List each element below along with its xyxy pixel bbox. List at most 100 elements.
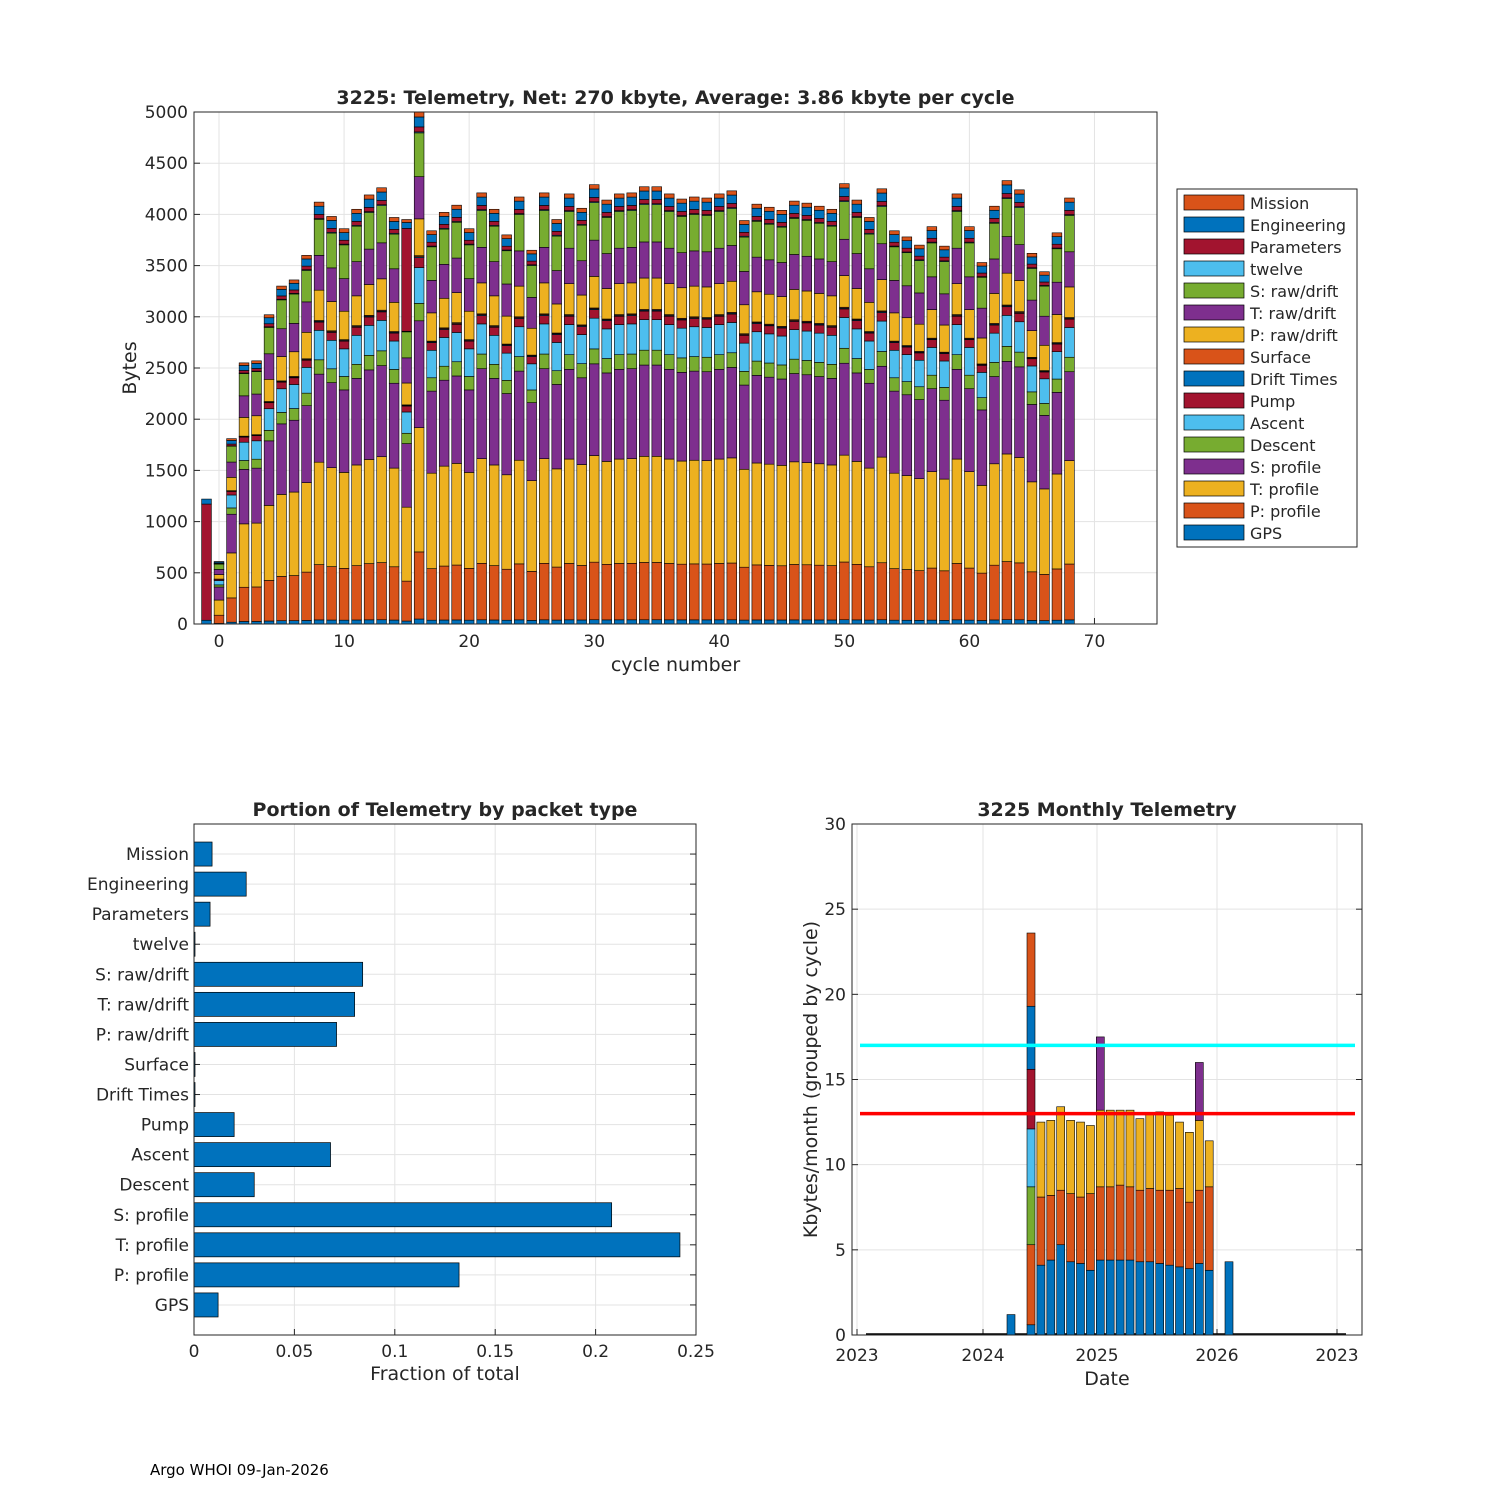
- monthly-bar-segment: [1067, 1194, 1075, 1262]
- bar-segment: [802, 620, 812, 624]
- bar-segment: [564, 211, 574, 248]
- legend-swatch: [1184, 283, 1244, 298]
- bar-segment: [1002, 237, 1012, 274]
- bar-segment: [864, 383, 874, 468]
- bar-segment: [589, 562, 599, 620]
- bar-segment: [914, 400, 924, 479]
- bar-segment: [452, 376, 462, 463]
- portion-bar: [194, 1113, 234, 1137]
- bar-segment: [777, 379, 787, 465]
- bar-segment: [589, 189, 599, 198]
- bar-segment: [702, 202, 712, 210]
- bar-segment: [539, 354, 549, 369]
- bar-segment: [389, 341, 399, 369]
- bar-segment: [1040, 282, 1050, 285]
- bar-segment: [940, 325, 950, 352]
- y-tick-label: 0: [835, 1326, 846, 1346]
- portion-bar: [194, 992, 355, 1016]
- bar-segment: [1052, 569, 1062, 620]
- bar-segment: [877, 280, 887, 311]
- bar-segment: [914, 479, 924, 571]
- portion-bar: [194, 1233, 680, 1257]
- y-tick-label: 500: [156, 564, 188, 584]
- bar-segment: [352, 296, 362, 326]
- bar-segment: [914, 324, 924, 351]
- bar-segment: [902, 248, 912, 252]
- monthly-bar-segment: [1077, 1197, 1085, 1263]
- portion-bar: [194, 962, 363, 986]
- bar-segment: [489, 566, 499, 620]
- bar-segment: [714, 355, 724, 370]
- bar-segment: [664, 194, 674, 198]
- x-tick-label: 30: [583, 632, 605, 652]
- bar-segment: [302, 393, 312, 406]
- bar-segment: [327, 268, 337, 302]
- bar-segment: [477, 193, 487, 197]
- bar-segment: [664, 355, 674, 370]
- bar-segment: [327, 220, 337, 228]
- bar-segment: [1040, 574, 1050, 620]
- x-axis-label: cycle number: [611, 654, 740, 676]
- x-tick-label: 2023: [835, 1346, 878, 1366]
- bar-segment: [314, 202, 324, 206]
- bar-segment: [364, 249, 374, 284]
- x-tick-label: 2026: [1195, 1346, 1238, 1366]
- bar-segment: [639, 320, 649, 351]
- bar-segment: [889, 343, 899, 351]
- bar-segment: [677, 564, 687, 620]
- bar-segment: [727, 246, 737, 282]
- bar-segment: [877, 193, 887, 201]
- bar-segment: [577, 220, 587, 224]
- legend-swatch: [1184, 239, 1244, 254]
- bar-segment: [277, 424, 287, 495]
- bar-segment: [364, 355, 374, 370]
- bar-segment: [777, 227, 787, 262]
- bar-segment: [677, 203, 687, 211]
- bar-segment: [739, 221, 749, 225]
- bar-segment: [264, 315, 274, 318]
- bar-segment: [327, 216, 337, 220]
- y-tick-label: 3000: [145, 308, 188, 328]
- bar-segment: [777, 365, 787, 379]
- bar-segment: [752, 257, 762, 292]
- x-tick-label: 60: [959, 632, 981, 652]
- bar-segment: [852, 321, 862, 329]
- bar-segment: [614, 316, 624, 324]
- bar-segment: [990, 565, 1000, 620]
- bar-segment: [614, 369, 624, 459]
- bar-segment: [377, 200, 387, 204]
- bar-segment: [752, 332, 762, 361]
- y-tick-label: 1500: [145, 461, 188, 481]
- bar-segment: [277, 357, 287, 381]
- legend-swatch: [1184, 459, 1244, 474]
- bar-segment: [990, 464, 1000, 565]
- bar-segment: [990, 259, 1000, 293]
- bar-segment: [214, 587, 224, 600]
- bar-segment: [414, 112, 424, 117]
- bar-segment: [252, 363, 262, 368]
- bar-segment: [514, 327, 524, 357]
- bar-segment: [802, 565, 812, 620]
- bar-segment: [364, 317, 374, 325]
- bar-segment: [827, 465, 837, 566]
- monthly-bar-segment: [1086, 1194, 1094, 1271]
- monthly-bar-segment: [1205, 1270, 1213, 1335]
- bar-segment: [902, 237, 912, 241]
- bar-segment: [952, 620, 962, 624]
- y-axis-label: Kbytes/month (grouped by cycle): [800, 921, 822, 1238]
- bar-segment: [940, 294, 950, 325]
- footer-credit: Argo WHOI 09-Jan-2026: [150, 1461, 329, 1479]
- y-tick-label: 30: [824, 815, 846, 835]
- bar-segment: [477, 210, 487, 247]
- bar-segment: [427, 231, 437, 235]
- y-tick-label: 4000: [145, 205, 188, 225]
- bar-segment: [552, 342, 562, 370]
- bar-segment: [889, 313, 899, 341]
- bar-segment: [289, 280, 299, 283]
- bar-segment: [877, 351, 887, 366]
- bar-segment: [364, 620, 374, 624]
- monthly-bar-segment: [1037, 1197, 1045, 1265]
- bar-segment: [477, 354, 487, 369]
- bar-segment: [1040, 272, 1050, 275]
